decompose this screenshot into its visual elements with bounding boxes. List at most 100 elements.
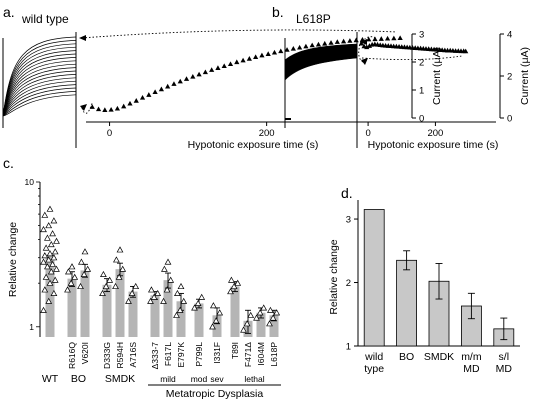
category-label: Δ333-7	[150, 342, 160, 370]
data-point	[243, 320, 251, 327]
data-point	[47, 240, 55, 248]
current-trace	[2, 80, 77, 117]
data-point	[114, 105, 121, 111]
data-point	[125, 297, 132, 304]
data-point	[161, 265, 168, 272]
y-axis-title: Current (μA)	[519, 47, 531, 105]
y-axis-title: Current (μA)	[431, 47, 443, 105]
data-point	[177, 282, 185, 290]
link-arrow-bottom	[361, 55, 463, 61]
data-point	[152, 89, 158, 95]
data-point	[391, 35, 397, 41]
panel-b-label: L618P	[296, 12, 331, 26]
y-tick-label: 1	[419, 86, 424, 97]
data-point	[253, 314, 260, 321]
current-trace	[2, 91, 77, 117]
data-point	[46, 250, 54, 257]
data-point	[190, 73, 196, 79]
super-group-label: Metatropic Dysplasia	[166, 388, 264, 400]
data-point	[51, 276, 59, 283]
current-trace	[2, 94, 77, 117]
arrow-head	[80, 104, 87, 111]
data-point	[167, 276, 175, 283]
bar	[212, 315, 222, 337]
data-point	[146, 92, 152, 97]
bar	[150, 295, 160, 337]
category-label: V620I	[80, 342, 90, 364]
data-point	[228, 276, 235, 283]
panel-b-letter: b.	[272, 4, 284, 20]
bar	[363, 209, 385, 347]
data-point	[209, 67, 215, 72]
data-point	[347, 38, 353, 43]
data-point	[147, 297, 154, 304]
current-trace	[2, 70, 77, 117]
y-tick-label: 1	[346, 342, 351, 353]
bar	[80, 270, 90, 337]
data-point	[246, 56, 252, 61]
data-point	[278, 48, 284, 54]
category-label: type	[364, 363, 384, 375]
data-point	[77, 282, 84, 290]
panel-c-chart: 1 10 Relative change R616Q V620I D333G R594H A7…	[7, 177, 281, 400]
bar	[102, 284, 112, 337]
data-point	[81, 248, 89, 255]
y-tick-label: 2	[419, 58, 424, 69]
current-trace	[2, 77, 77, 117]
data-point	[44, 263, 51, 270]
data-point	[247, 311, 255, 318]
category-label: I331F	[212, 342, 222, 364]
panel-d-letter: d.	[341, 185, 353, 201]
data-point	[53, 237, 60, 244]
data-point	[177, 78, 183, 84]
data-point	[89, 104, 95, 109]
bar	[194, 303, 204, 337]
data-point	[230, 282, 238, 290]
current-trace-envelope	[284, 43, 358, 81]
bar	[163, 280, 173, 337]
x-tick-label: 0	[365, 128, 370, 139]
data-point	[49, 230, 56, 237]
data-point	[216, 309, 224, 316]
data-point	[191, 304, 198, 311]
data-point	[158, 86, 164, 92]
data-point	[358, 40, 364, 46]
data-point	[41, 286, 49, 293]
subgroup-label: mod	[191, 374, 208, 384]
data-point	[102, 282, 110, 290]
data-point	[84, 265, 92, 272]
y-axis-title: Relative change	[7, 222, 19, 297]
group-label: WT	[42, 373, 59, 385]
x-tick-label: 200	[259, 128, 275, 139]
panel-c-letter: c.	[3, 155, 14, 171]
arrow-head	[361, 58, 368, 65]
group-label: BO	[71, 373, 86, 385]
data-point	[341, 38, 347, 44]
current-trace	[2, 87, 77, 117]
current-trace	[2, 74, 77, 117]
data-point	[240, 57, 246, 63]
data-point	[42, 273, 50, 280]
data-point	[164, 258, 172, 265]
category-label: F617L	[163, 342, 173, 366]
bar	[396, 259, 418, 347]
category-label: SMDK	[424, 351, 454, 363]
data-point	[80, 270, 88, 277]
data-point	[163, 286, 171, 293]
data-point	[139, 94, 146, 100]
data-point	[372, 36, 378, 42]
y-tick-label: 2	[346, 278, 351, 289]
category-label: L618P	[269, 342, 279, 367]
x-tick-label: 0	[107, 128, 112, 139]
data-point	[210, 302, 217, 309]
data-point	[196, 71, 202, 77]
category-label: A716S	[128, 342, 138, 368]
bar	[128, 291, 138, 337]
data-point	[51, 248, 59, 255]
data-point	[322, 40, 328, 46]
data-point	[148, 286, 155, 293]
y-tick-label: 3	[346, 215, 351, 226]
data-point	[132, 282, 140, 290]
category-label: D333G	[102, 342, 112, 369]
